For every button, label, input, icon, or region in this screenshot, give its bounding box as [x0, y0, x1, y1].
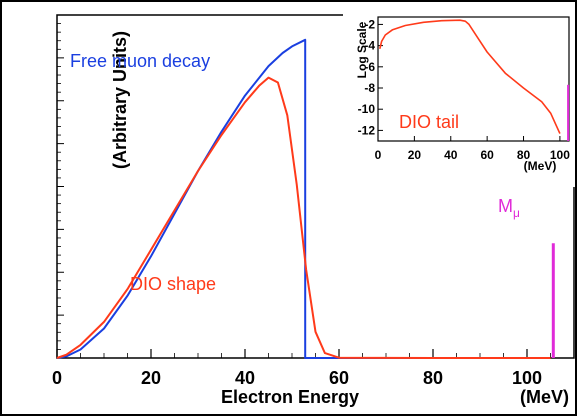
inset-y-tick-label: -10 [358, 102, 376, 116]
inset-background [343, 4, 575, 187]
free-muon-decay-line [56, 38, 551, 359]
inset-y-tick-label: -4 [364, 39, 375, 53]
main-x-tick-label: 0 [52, 368, 62, 388]
main-series [56, 38, 555, 359]
dio-tail-annotation: DIO tail [399, 112, 459, 132]
inset-y-tick-label: -8 [364, 81, 375, 95]
muon-mass-annotation-subscript: μ [513, 206, 520, 220]
inset-plot-frame [377, 16, 570, 142]
dio-shape-annotation: DIO shape [130, 274, 216, 294]
main-y-axis-label: (Arbitrary Units) [110, 31, 130, 169]
muon-mass-annotation: Mμ [498, 196, 520, 220]
inset-y-axis-label: Log Scale [355, 21, 369, 78]
main-x-tick-label: 60 [329, 368, 349, 388]
main-x-tick-labels: 0 20 40 60 80 100 [52, 368, 542, 388]
inset-y-tick-label: -12 [358, 123, 376, 137]
main-y-ticks [57, 23, 64, 350]
inset-x-tick-label: 0 [375, 148, 382, 162]
main-plot: 0 20 40 60 80 100 Electron Energy (MeV) (Arbi… [52, 14, 575, 407]
main-x-ticks [56, 349, 551, 358]
inset-plot: -2 -4 -6 -8 -10 -12 0 20 40 60 80 100 Log Scale (M… [343, 4, 575, 187]
inset-y-ticks: -2 -4 -6 -8 -10 -12 [358, 17, 383, 137]
main-x-tick-label: 20 [141, 368, 161, 388]
inset-x-unit-label: (MeV) [524, 159, 557, 173]
dio-shape-line [56, 76, 551, 359]
main-x-tick-label: 80 [423, 368, 443, 388]
inset-x-tick-label: 100 [550, 148, 570, 162]
inset-series [379, 19, 570, 141]
inset-x-ticks: 0 20 40 60 80 100 [375, 136, 570, 162]
main-x-axis-label: Electron Energy [221, 387, 359, 407]
main-x-tick-label: 100 [512, 368, 542, 388]
dio-tail-line [379, 19, 561, 134]
inset-x-tick-label: 20 [408, 148, 422, 162]
inset-y-tick-label: -2 [364, 17, 375, 31]
inset-y-tick-label: -6 [364, 60, 375, 74]
free-muon-decay-annotation: Free muon decay [70, 51, 210, 71]
main-x-unit-label: (MeV) [520, 387, 569, 407]
inset-x-tick-label: 40 [444, 148, 458, 162]
inset-x-tick-label: 80 [517, 148, 531, 162]
main-x-tick-label: 40 [235, 368, 255, 388]
inset-x-tick-label: 60 [480, 148, 494, 162]
muon-mass-annotation-symbol: M [498, 196, 513, 216]
